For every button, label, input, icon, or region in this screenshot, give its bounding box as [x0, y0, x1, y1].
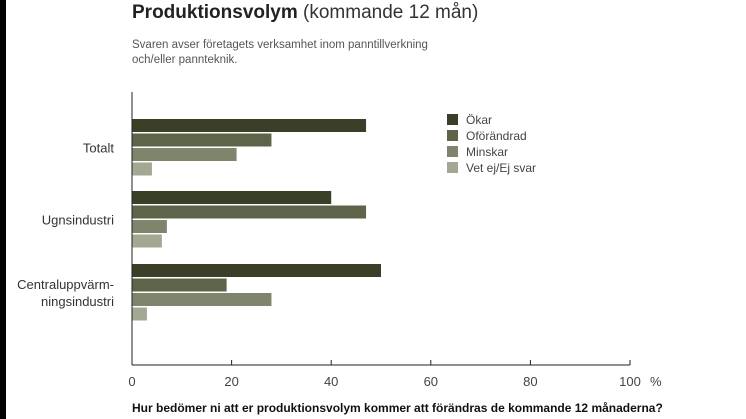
category-labels: Totalt Ugnsindustri Centraluppvärm-ningsin… [17, 140, 114, 309]
chart-subtitle: Svaren avser företagets verksamhet inom … [132, 39, 428, 66]
bar-Ugnsindustri-Minskar [132, 220, 167, 233]
bar-chart: Totalt Ugnsindustri Centraluppvärm-ningsin… [17, 92, 662, 389]
x-tick-label: 100 [619, 374, 641, 389]
bar-Centraluppvärmningsindustri-Vet ej/Ej svar [132, 307, 147, 321]
bar-Totalt-Minskar [132, 148, 237, 161]
x-tick-label: 40 [324, 374, 338, 389]
legend: Ökar Oförändrad Minskar Vet ej/Ej svar [447, 113, 536, 175]
survey-question: Hur bedömer ni att er produktionsvolym k… [132, 401, 663, 415]
bar-Ugnsindustri-Ökar [132, 191, 332, 204]
window-edge-bar [0, 0, 6, 419]
legend-label: Ökar [466, 113, 492, 127]
category-label: Ugnsindustri [42, 212, 114, 227]
bar-Centraluppvärmningsindustri-Minskar [132, 293, 272, 306]
bar-Ugnsindustri-Oförändrad [132, 205, 367, 219]
category-label-line: ningsindustri [41, 294, 114, 309]
bar-Totalt-Ökar [132, 119, 367, 132]
legend-swatch [447, 146, 458, 157]
category-label-line: Centraluppvärm- [17, 277, 114, 292]
legend-label: Vet ej/Ej svar [466, 161, 536, 175]
x-tick-label: 80 [523, 374, 537, 389]
legend-swatch [447, 130, 458, 141]
chart-title-bold: Produktionsvolym [132, 2, 298, 23]
legend-label: Oförändrad [466, 129, 527, 143]
bar-Centraluppvärmningsindustri-Ökar [132, 264, 381, 277]
bars-group [132, 119, 381, 321]
x-tick-label: 20 [224, 374, 238, 389]
category-label: Centraluppvärm-ningsindustri [17, 277, 114, 309]
category-label-line: Totalt [83, 140, 114, 155]
x-tick-label: 0 [128, 374, 135, 389]
legend-swatch [447, 162, 458, 173]
category-label-line: Ugnsindustri [42, 212, 114, 227]
legend-swatch [447, 114, 458, 125]
axes-group: 0 20 40 60 80 100% [128, 92, 662, 389]
x-unit-label: % [650, 374, 662, 389]
x-tick-label: 60 [424, 374, 438, 389]
legend-label: Minskar [466, 145, 508, 159]
chart-title-rest: (kommande 12 mån) [297, 2, 479, 23]
bar-Totalt-Oförändrad [132, 133, 272, 147]
bar-Ugnsindustri-Vet ej/Ej svar [132, 234, 162, 248]
category-label: Totalt [83, 140, 114, 155]
bar-Totalt-Vet ej/Ej svar [132, 162, 152, 176]
bar-Centraluppvärmningsindustri-Oförändrad [132, 278, 227, 292]
chart-title: Produktionsvolym (kommande 12 mån) [132, 2, 478, 24]
